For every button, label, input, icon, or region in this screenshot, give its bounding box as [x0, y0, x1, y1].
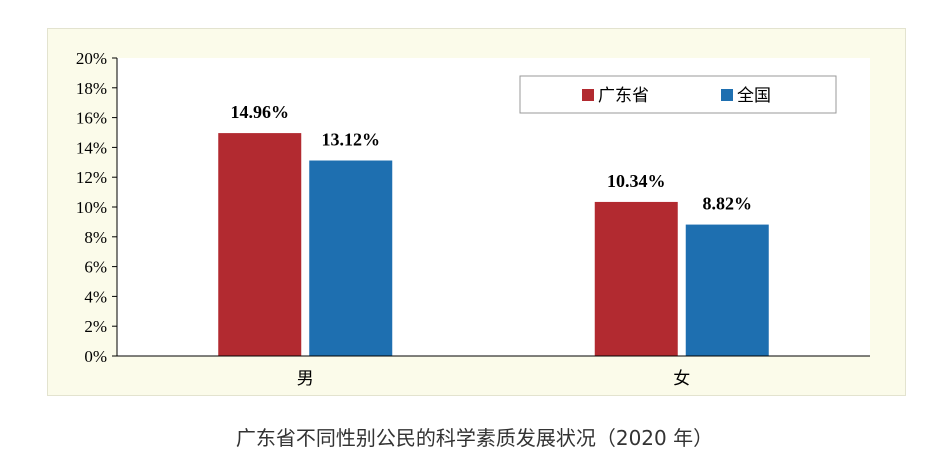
data-label: 13.12%: [322, 130, 381, 150]
y-tick-label: 8%: [84, 228, 107, 247]
figure-caption: 广东省不同性别公民的科学素质发展状况（2020 年）: [235, 426, 714, 450]
y-tick-label: 14%: [76, 138, 107, 157]
legend-label: 广东省: [598, 86, 649, 106]
y-tick-label: 2%: [84, 317, 107, 336]
y-tick-label: 4%: [84, 287, 107, 306]
x-category-label: 女: [673, 369, 690, 389]
data-label: 10.34%: [607, 171, 666, 191]
data-label: 14.96%: [231, 102, 290, 122]
x-category-label: 男: [297, 369, 314, 389]
y-tick-label: 6%: [84, 258, 107, 277]
y-tick-label: 16%: [76, 109, 107, 128]
y-tick-label: 20%: [76, 49, 107, 68]
legend-swatch: [721, 89, 733, 101]
bars: [218, 133, 769, 356]
data-label: 8.82%: [703, 194, 753, 214]
legend-swatch: [582, 89, 594, 101]
legend: 广东省 全国: [519, 75, 837, 114]
y-tick-label: 0%: [84, 347, 107, 366]
y-tick-label: 12%: [76, 168, 107, 187]
x-axis-categories: 男女: [297, 369, 691, 389]
y-axis-ticks: 0% 2% 4% 6% 8% 10% 12% 14% 16% 18% 20%: [76, 49, 117, 366]
bar-chart: 0% 2% 4% 6% 8% 10% 12% 14% 16% 18% 20% 14.96% 13.12…: [76, 49, 870, 389]
legend-label: 全国: [737, 86, 771, 106]
bar: [594, 201, 678, 356]
y-tick-label: 18%: [76, 79, 107, 98]
legend-box: [519, 75, 837, 114]
data-labels: 14.96% 13.12% 10.34% 8.82%: [231, 102, 753, 213]
bar: [309, 160, 393, 356]
y-tick-label: 10%: [76, 198, 107, 217]
bar: [218, 133, 302, 356]
bar: [685, 224, 769, 356]
chart-panel: 0% 2% 4% 6% 8% 10% 12% 14% 16% 18% 20% 14.96% 13.12…: [47, 28, 906, 396]
